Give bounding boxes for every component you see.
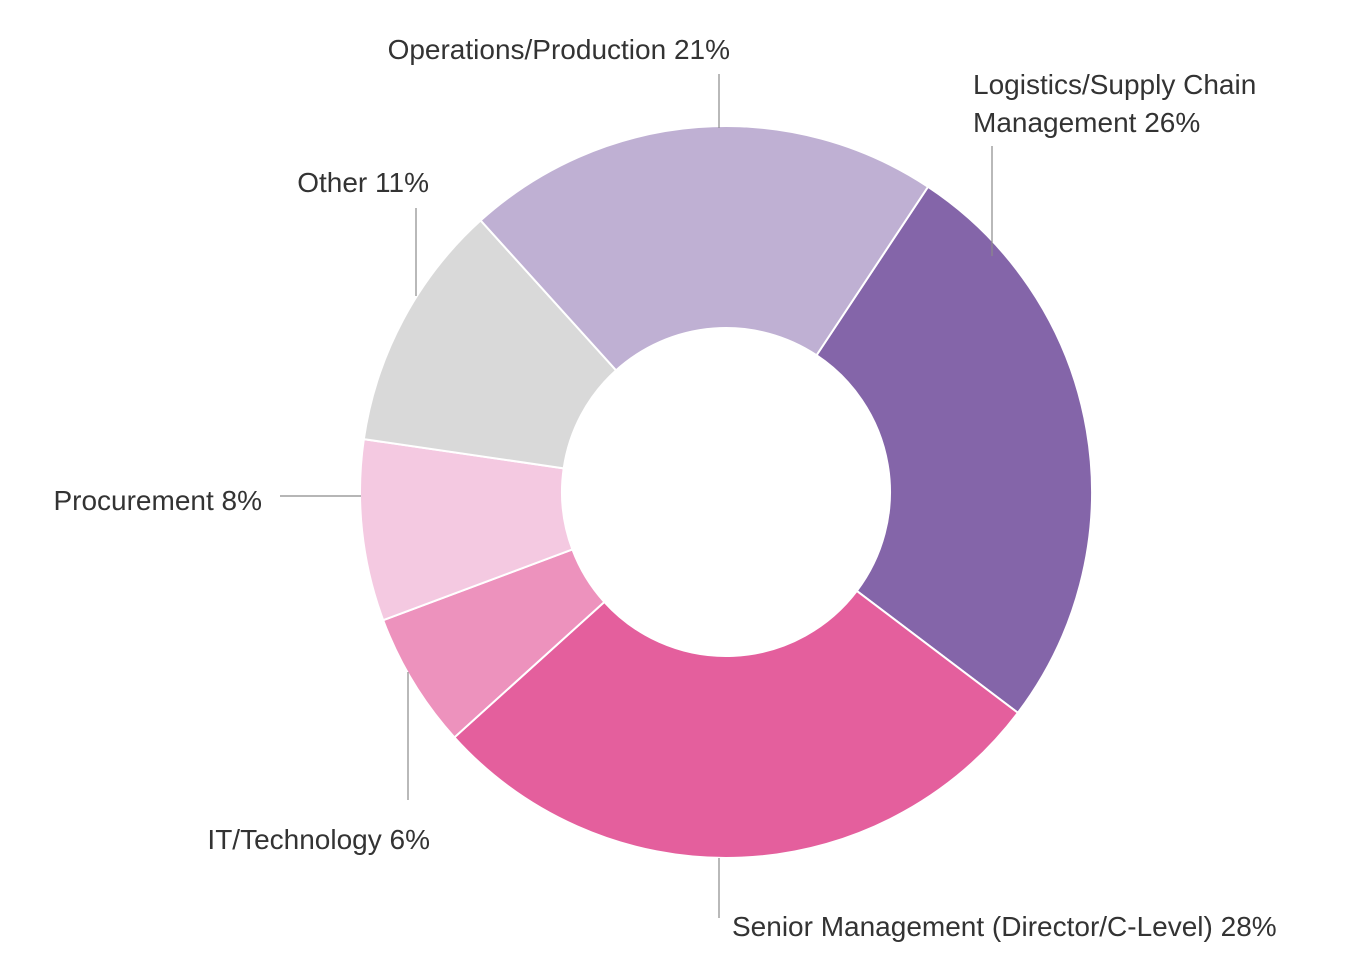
- slice-label: IT/Technology 6%: [207, 824, 430, 855]
- slice-label: Logistics/Supply Chain Management 26%: [973, 69, 1256, 138]
- labels-layer: Logistics/Supply Chain Management 26% Seni…: [53, 34, 1276, 942]
- pie-slice: [815, 185, 1094, 715]
- slice-label-line: IT/Technology 6%: [207, 824, 430, 855]
- pie-slice: [362, 219, 618, 470]
- leaders-layer: [280, 74, 993, 918]
- slice-label: Procurement 8%: [53, 485, 262, 516]
- slice-label-line: Logistics/Supply Chain: [973, 69, 1256, 100]
- slice-label-line: Procurement 8%: [53, 485, 262, 516]
- slice-label-line: Other 11%: [297, 167, 429, 198]
- slice-label: Other 11%: [297, 167, 429, 198]
- pie-slice: [479, 125, 930, 372]
- slice-label-line: Senior Management (Director/C-Level) 28%: [732, 911, 1277, 942]
- slice-label: Operations/Production 21%: [388, 34, 730, 65]
- pie-slice: [453, 589, 1020, 859]
- slices-layer: [359, 125, 1094, 859]
- slice-label: Senior Management (Director/C-Level) 28%: [732, 911, 1277, 942]
- slice-label-line: Operations/Production 21%: [388, 34, 730, 65]
- slice-label-line: Management 26%: [973, 107, 1200, 138]
